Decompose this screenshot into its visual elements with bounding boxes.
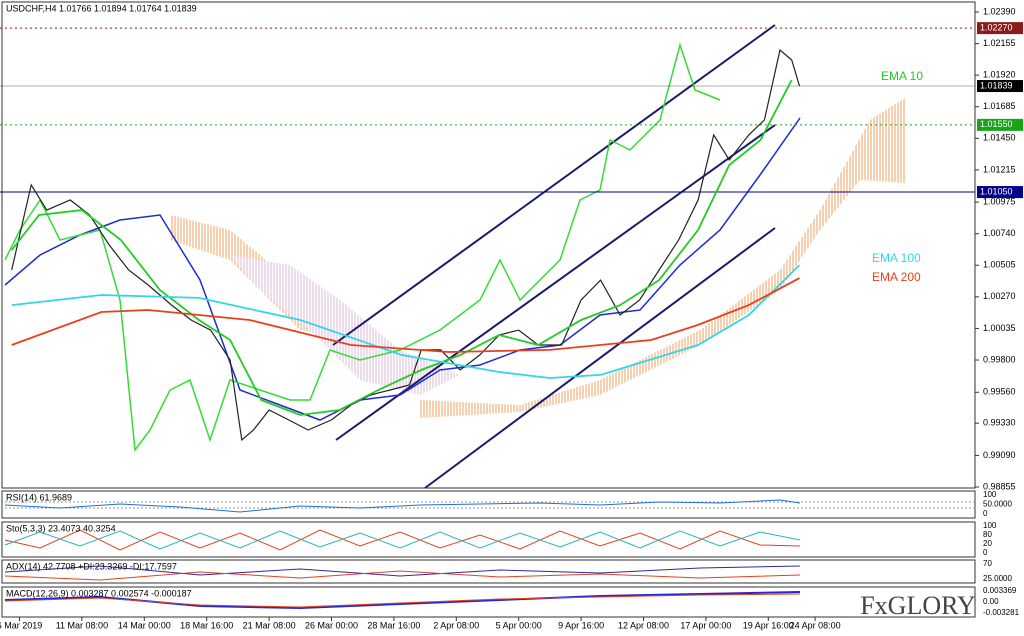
indicator-tick-label: 0.00 — [983, 597, 999, 606]
indicator-tick-label: 100 — [983, 521, 997, 530]
x-tick-label: 17 Apr 00:00 — [680, 620, 731, 630]
legend-entry: EMA 10 — [881, 69, 923, 83]
x-tick-label: 2 Apr 08:00 — [433, 620, 479, 630]
indicator-label: RSI(14) 61.9689 — [6, 492, 72, 502]
indicator-tick-label: 0 — [983, 548, 988, 557]
ema-line — [10, 79, 793, 416]
x-tick-label: 28 Mar 16:00 — [367, 620, 420, 630]
y-tick-label: 0.99800 — [983, 354, 1016, 364]
y-tick-label: 0.99560 — [983, 387, 1016, 397]
indicator-tick-label: 100 — [983, 490, 997, 499]
y-tick-label: 0.99330 — [983, 418, 1016, 428]
price-level-box — [977, 118, 1023, 131]
x-tick-label: 12 Apr 08:00 — [618, 620, 669, 630]
y-tick-label: 1.01450 — [983, 133, 1016, 143]
adx-line — [4, 565, 801, 577]
channel-line — [332, 24, 776, 346]
price-level-box — [977, 186, 1023, 199]
symbol-header: USDCHF,H4 1.01766 1.01894 1.01764 1.0183… — [6, 3, 197, 13]
indicator-tick-label: 70 — [983, 559, 992, 568]
y-tick-label: 1.00505 — [983, 260, 1016, 270]
indicator-tick-label: 20 — [983, 539, 992, 548]
indicator-label: ADX(14) 42.7708 +DI:23.3269 -DI:17.7597 — [6, 561, 177, 571]
x-tick-label: 24 Apr 08:00 — [790, 620, 841, 630]
x-tick-label: 11 Mar 08:00 — [56, 620, 108, 630]
x-tick-label: 9 Apr 16:00 — [558, 620, 604, 630]
indicator-label: MACD(12,26,9) 0.003287 0.002574 -0.00018… — [6, 588, 192, 598]
cloud — [420, 98, 905, 418]
macd-panel — [1, 586, 976, 618]
price-level-box — [977, 22, 1023, 35]
indicator-label: Sto(5,3,3) 23.4073 40.3254 — [6, 523, 116, 533]
y-tick-label: 1.01215 — [983, 164, 1016, 174]
indicator-tick-label: 0.003369 — [983, 586, 1017, 595]
sto-panel — [1, 521, 976, 558]
legend-entry: EMA 100 — [872, 251, 921, 265]
indicator-tick-label: 25.0000 — [983, 574, 1012, 583]
price-level-box — [977, 80, 1023, 93]
y-tick-label: 1.00975 — [983, 197, 1016, 207]
price-level-label: 1.01550 — [980, 119, 1013, 129]
y-tick-label: 1.01920 — [983, 70, 1016, 80]
channel-line — [335, 124, 776, 441]
price-level-label: 1.01050 — [980, 186, 1013, 196]
x-tick-label: 19 Apr 16:00 — [743, 620, 794, 630]
sto-signal-line — [4, 530, 801, 550]
y-tick-label: 1.00035 — [983, 323, 1016, 333]
indicator-tick-label: 50.0000 — [983, 500, 1012, 509]
x-tick-label: 21 Mar 08:00 — [243, 620, 296, 630]
y-tick-label: 1.00270 — [983, 291, 1016, 301]
brand-logo: FxGLORY — [860, 591, 976, 620]
indicator-tick-label: -0.003281 — [983, 608, 1020, 617]
sto-line — [4, 529, 801, 551]
y-tick-label: 0.99090 — [983, 450, 1016, 460]
main-panel — [1, 1, 976, 489]
x-tick-label: 6 Mar 2019 — [0, 620, 42, 630]
indicator-tick-label: 0 — [983, 509, 988, 518]
y-tick-label: 1.02390 — [983, 6, 1016, 16]
channel-line — [424, 227, 776, 489]
legend-entry: EMA 200 — [872, 270, 921, 284]
x-tick-label: 5 Apr 00:00 — [496, 620, 542, 630]
indicator-tick-label: 80 — [983, 530, 992, 539]
x-tick-label: 14 Mar 00:00 — [118, 620, 171, 630]
chikou-line — [4, 42, 721, 452]
price-level-label: 1.01839 — [980, 80, 1013, 90]
ema-line — [11, 264, 801, 379]
di-line — [4, 570, 801, 581]
kijun-line — [4, 117, 801, 421]
y-tick-label: 1.01685 — [983, 101, 1016, 111]
rsi-panel — [1, 490, 976, 519]
x-tick-label: 18 Mar 16:00 — [180, 620, 233, 630]
macd-signal-line — [4, 593, 801, 608]
price-level-label: 1.02270 — [980, 22, 1013, 32]
price-line — [11, 48, 801, 442]
rsi-line — [4, 499, 801, 513]
y-tick-label: 1.02155 — [983, 38, 1016, 48]
y-tick-label: 1.00740 — [983, 228, 1016, 238]
adx-panel — [1, 559, 976, 584]
cloud — [230, 255, 460, 395]
x-tick-label: 26 Mar 00:00 — [305, 620, 358, 630]
ema-line — [11, 277, 800, 353]
y-tick-label: 0.98855 — [983, 481, 1016, 491]
